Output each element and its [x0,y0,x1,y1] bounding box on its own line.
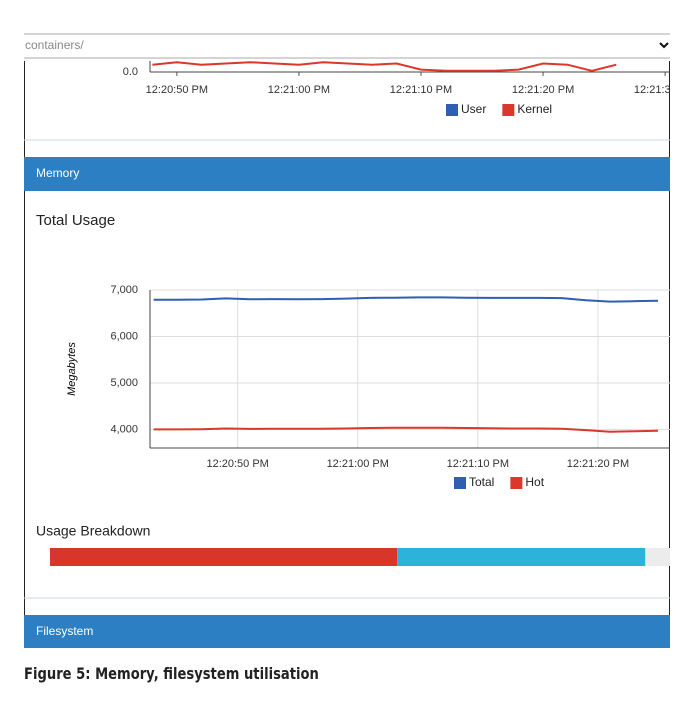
legend-label: Kernel [517,102,552,116]
x-tick-label: 12:21:10 PM [390,84,452,96]
legend-label: Total [469,475,494,489]
y-axis-label: Megabytes [66,342,78,396]
y-tick-label: 5,000 [110,377,138,389]
chart-title: Total Usage [36,212,115,229]
breakdown-title: Usage Breakdown [36,523,150,539]
series-line [153,296,659,303]
section-bar[interactable] [24,157,670,191]
x-tick-label: 12:21:20 PM [512,84,574,96]
legend-swatch [510,477,523,489]
breakdown-segment [397,548,646,566]
y-tick-label: 6,000 [110,330,138,342]
legend-label: Hot [525,475,544,489]
section-bar[interactable] [24,615,670,648]
cpu-chart: 0.0 12:20:50 PM 12:21:00 PM 12:21:10 PM 12:2… [123,60,670,116]
breakdown-segment [50,548,398,566]
section-title[interactable]: Memory [36,166,79,180]
x-tick-label: 12:21:20 PM [567,458,629,470]
series-line [153,426,659,433]
caption: Figure 5: Memory, filesystem utilisation [24,664,319,683]
x-tick-label: 12:21:00 PM [268,84,330,96]
y-tick-label: 4,000 [110,423,138,435]
x-tick-label: 12:21:00 PM [327,458,389,470]
select-arrow[interactable] [659,42,669,49]
screenshot: 0.0 12:20:50 PM 12:21:00 PM 12:21:10 PM 12:2… [24,25,670,648]
y-tick-label: 0.0 [123,66,138,78]
select-value[interactable]: containers/ [25,38,84,52]
y-tick-label: 7,000 [110,284,138,296]
legend-swatch [502,104,515,116]
section-title[interactable]: Filesystem [36,624,93,638]
x-tick-label: 12:21:10 PM [447,458,509,470]
x-tick-label: 12:21:30 PM [634,84,670,96]
breakdown-bar [50,548,646,566]
container-select[interactable] [24,33,670,59]
series-line [152,61,617,72]
legend-swatch [454,477,466,489]
legend-label: User [461,102,486,116]
legend-swatch [446,104,458,116]
x-tick-label: 12:20:50 PM [206,458,268,470]
memory-chart: Total Usage Megabytes 4,000 5,000 6,000 7,000… [36,212,670,489]
x-tick-label: 12:20:50 PM [146,84,208,96]
